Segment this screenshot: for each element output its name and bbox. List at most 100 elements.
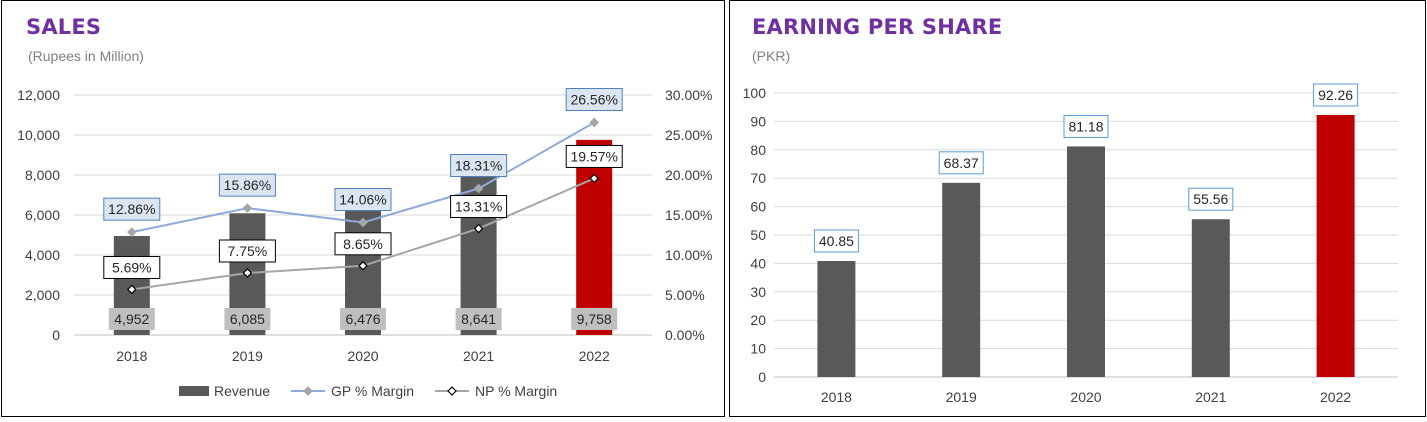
np-label-2021: 13.31% xyxy=(455,199,502,215)
eps-label-2021-box xyxy=(1188,187,1234,211)
eps-y-tick: 20 xyxy=(750,312,766,328)
revenue-label-2021-box xyxy=(455,308,502,330)
sales-y2-tick: 0.00% xyxy=(665,327,705,343)
eps-chart-plot: 0 10 20 30 40 50 60 70 80 90 100 2018 2019 2020 2021 20… xyxy=(743,83,1398,405)
eps-y-tick: 90 xyxy=(750,113,766,129)
np-label-2019-box xyxy=(218,239,276,263)
eps-label-2020-box xyxy=(1063,114,1109,138)
sales-y2-tick: 25.00% xyxy=(665,127,712,143)
revenue-label-2019-box xyxy=(224,308,271,330)
eps-bar-2021 xyxy=(1191,219,1230,377)
eps-label-2020: 81.18 xyxy=(1068,118,1103,134)
eps-y-tick: 100 xyxy=(743,85,767,101)
sales-y2-tick: 20.00% xyxy=(665,167,712,183)
np-margin-point-2018 xyxy=(126,284,137,295)
eps-label-2018: 40.85 xyxy=(819,233,854,249)
np-label-2018: 5.69% xyxy=(112,259,152,275)
eps-label-2019: 68.37 xyxy=(944,155,979,171)
np-label-2018-box xyxy=(103,255,161,279)
gp-margin-point-2019 xyxy=(242,203,253,213)
gp-label-2019-box xyxy=(218,173,276,197)
gp-margin-point-2018 xyxy=(126,227,137,237)
np-margin-point-2019 xyxy=(242,268,253,278)
eps-y-tick: 10 xyxy=(750,341,766,357)
gp-label-2018-box xyxy=(103,197,161,221)
gp-margin-point-2022 xyxy=(589,117,600,128)
revenue-label-2018-box xyxy=(108,308,155,330)
sales-y2-tick: 15.00% xyxy=(665,207,712,223)
sales-y2-tick: 30.00% xyxy=(665,87,712,103)
revenue-label-2022: 9,758 xyxy=(577,311,612,327)
revenue-bar-2022 xyxy=(576,139,613,335)
sales-y-tick: 0 xyxy=(52,327,60,343)
gp-label-2020: 14.06% xyxy=(339,192,386,208)
gp-margin-point-2020 xyxy=(358,217,368,228)
legend-gp-label: GP % Margin xyxy=(331,383,414,399)
legend-np-marker xyxy=(447,386,457,396)
sales-y2-tick: 10.00% xyxy=(665,247,712,263)
np-label-2022-box xyxy=(565,144,623,168)
gp-label-2021: 18.31% xyxy=(455,158,502,174)
revenue-label-2020: 6,476 xyxy=(345,311,380,327)
sales-y-tick: 8,000 xyxy=(25,167,60,183)
eps-y-tick: 40 xyxy=(750,255,766,271)
sales-chart-title: SALES xyxy=(26,15,102,39)
eps-bar-2018 xyxy=(817,260,856,377)
revenue-label-2020-box xyxy=(340,308,386,330)
revenue-label-2021: 8,641 xyxy=(461,311,496,327)
sales-x-tick: 2020 xyxy=(347,348,378,364)
legend-revenue-label: Revenue xyxy=(214,383,270,399)
eps-label-2021: 55.56 xyxy=(1193,191,1228,207)
np-label-2020: 8.65% xyxy=(343,236,383,252)
legend-gp-marker xyxy=(303,386,313,396)
sales-x-tick: 2022 xyxy=(579,348,610,364)
sales-y-tick: 10,000 xyxy=(17,127,60,143)
sales-y-tick: 12,000 xyxy=(17,87,60,103)
gp-label-2022: 26.56% xyxy=(570,92,617,108)
revenue-label-2018: 4,952 xyxy=(114,311,149,327)
eps-x-tick: 2022 xyxy=(1320,389,1351,405)
eps-y-tick: 60 xyxy=(750,199,766,215)
sales-chart-subtitle: (Rupees in Million) xyxy=(28,48,144,64)
np-label-2021-box xyxy=(450,195,508,219)
eps-x-tick: 2019 xyxy=(946,389,977,405)
eps-label-2018-box xyxy=(813,229,859,253)
legend-revenue-swatch xyxy=(179,386,209,396)
np-label-2019: 7.75% xyxy=(228,243,268,259)
eps-bar-2020 xyxy=(1067,146,1105,377)
eps-y-tick: 50 xyxy=(750,227,766,243)
revenue-label-2019: 6,085 xyxy=(230,311,265,327)
eps-chart-subtitle: (PKR) xyxy=(752,48,791,64)
eps-label-2022-box xyxy=(1313,83,1359,107)
sales-x-tick: 2019 xyxy=(232,348,263,364)
np-margin-point-2020 xyxy=(358,260,368,271)
legend-np-label: NP % Margin xyxy=(475,383,557,399)
np-margin-point-2022 xyxy=(589,173,600,184)
eps-y-tick: 30 xyxy=(750,284,766,300)
sales-y-tick: 4,000 xyxy=(25,247,60,263)
sales-y-tick: 2,000 xyxy=(25,287,60,303)
eps-x-tick: 2021 xyxy=(1195,389,1226,405)
sales-y-tick: 6,000 xyxy=(25,207,60,223)
sales-chart-plot: 0 2,000 4,000 6,000 8,000 10,000 12,000 0.00% 5.… xyxy=(17,87,712,399)
gp-label-2020-box xyxy=(334,188,392,212)
gp-margin-point-2021 xyxy=(473,183,484,194)
eps-y-tick: 70 xyxy=(750,170,766,186)
revenue-label-2022-box xyxy=(571,308,618,330)
sales-x-tick: 2018 xyxy=(116,348,147,364)
eps-bar-2022 xyxy=(1316,114,1355,377)
eps-chart-panel: EARNING PER SHARE (PKR) 0 10 20 30 40 50 60 70 8… xyxy=(729,0,1426,417)
eps-bar-2019 xyxy=(942,182,981,377)
sales-chart-panel: SALES (Rupees in Million) 0 2,000 4,000 6,0… xyxy=(1,0,725,417)
eps-chart-title: EARNING PER SHARE xyxy=(752,15,1003,39)
sales-y2-tick: 5.00% xyxy=(665,287,705,303)
gp-label-2018: 12.86% xyxy=(108,201,155,217)
eps-y-tick: 0 xyxy=(758,369,766,385)
eps-label-2022: 92.26 xyxy=(1318,87,1353,103)
eps-x-tick: 2018 xyxy=(821,389,852,405)
sales-x-tick: 2021 xyxy=(463,348,494,364)
eps-y-tick: 80 xyxy=(750,142,766,158)
gp-label-2021-box xyxy=(450,154,508,178)
gp-label-2022-box xyxy=(565,88,623,112)
gp-label-2019: 15.86% xyxy=(224,177,271,193)
